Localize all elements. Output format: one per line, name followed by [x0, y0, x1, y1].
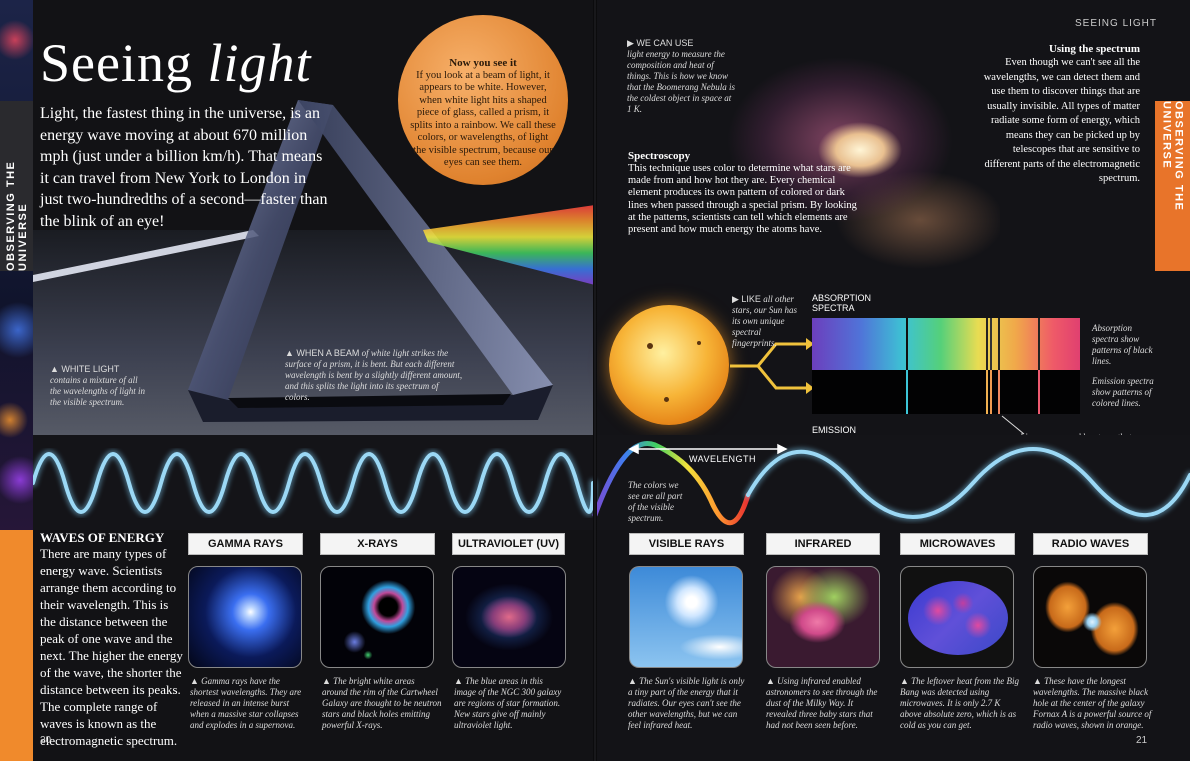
ultraviolet-ngc300-galaxy-image: [452, 566, 566, 668]
prism-illustration: [33, 100, 595, 422]
wavelength-label: WAVELENGTH: [689, 454, 757, 464]
caption-like-stars: ▶ LIKE all other stars, our Sun has its …: [732, 294, 804, 349]
now-you-see-it-heading: Now you see it: [449, 57, 517, 69]
page-gutter: [593, 0, 597, 761]
lines-note-pointer: [1001, 415, 1025, 435]
boomerang-nebula-image: [700, 0, 1000, 300]
left-chapter-tab: OBSERVING THE UNIVERSE: [0, 101, 33, 271]
spectroscopy-body: This technique uses color to determine w…: [628, 163, 857, 236]
absorption-note: Absorption spectra show patterns of blac…: [1092, 323, 1153, 366]
emission-spectrum-bar: [812, 370, 1080, 414]
caption-visible-rays: ▲ The Sun's visible light is only a tiny…: [628, 676, 745, 730]
label-x-rays: X-RAYS: [320, 533, 435, 555]
now-you-see-it-circle: Now you see it If you look at a beam of …: [398, 15, 568, 185]
absorption-spectrum-bar: [812, 318, 1080, 370]
using-spectrum-body: Even though we can't see all the wavelen…: [983, 57, 1140, 184]
using-spectrum-heading: Using the spectrum: [1048, 43, 1140, 55]
right-chapter-tab-label: OBSERVING THE UNIVERSE: [1160, 101, 1185, 212]
gamma-ray-supernova-image: [188, 566, 302, 668]
intro-text: Light, the fastest thing in the universe…: [40, 105, 328, 230]
right-page-number: 21: [1136, 735, 1148, 746]
left-page-number: 20: [40, 735, 52, 746]
waves-of-energy-heading: WAVES OF ENERGY: [40, 530, 165, 545]
waves-of-energy-body: There are many types of energy wave. Sci…: [40, 546, 183, 748]
running-head: SEEING LIGHT: [1075, 18, 1158, 29]
right-chapter-tab: OBSERVING THE UNIVERSE: [1155, 101, 1190, 271]
white-light-beam: [33, 230, 259, 282]
label-visible-rays: VISIBLE RAYS: [629, 533, 744, 555]
caption-we-can-use-text: light energy to measure the composition …: [627, 49, 735, 114]
sun-illustration: [609, 305, 729, 425]
label-microwaves: MICROWAVES: [900, 533, 1015, 555]
caption-we-can-use: ▶ WE CAN USE light energy to measure the…: [627, 38, 737, 115]
label-infrared: INFRARED: [766, 533, 880, 555]
now-you-see-it-body: If you look at a beam of light, it appea…: [410, 69, 556, 169]
caption-like-stars-text: all other stars, our Sun has its own uni…: [732, 294, 798, 348]
page-title-main: Seeing: [40, 33, 193, 93]
left-orange-bar: [0, 530, 33, 761]
colors-visible-note: The colors we see are all part of the vi…: [628, 480, 683, 523]
caption-beam: ▲ WHEN A BEAM of white light strikes the…: [285, 348, 465, 403]
label-ultraviolet: ULTRAVIOLET (UV): [452, 533, 565, 555]
label-gamma-rays: GAMMA RAYS: [188, 533, 303, 555]
caption-we-can-use-lead: ▶ WE CAN USE: [627, 38, 694, 48]
page-title-italic: light: [207, 33, 312, 93]
caption-x-rays: ▲ The bright white areas around the rim …: [322, 676, 442, 730]
microwave-big-bang-image: [900, 566, 1014, 668]
sun-to-spectra-arrows: [730, 338, 814, 394]
caption-beam-lead: ▲ WHEN A BEAM: [285, 348, 360, 358]
electromagnetic-wave: [33, 441, 1190, 526]
caption-infrared: ▲ Using infrared enabled astronomers to …: [766, 676, 878, 730]
caption-gamma-rays: ▲ Gamma rays have the shortest wavelengt…: [190, 676, 302, 730]
caption-white-light: ▲ WHITE LIGHT contains a mixture of all …: [50, 364, 145, 408]
caption-ultraviolet: ▲ The blue areas in this image of the NG…: [454, 676, 562, 730]
caption-beam-text: of white light strikes the surface of a …: [285, 348, 463, 402]
radio-fornax-a-image: [1033, 566, 1147, 668]
infrared-milky-way-image: [766, 566, 880, 668]
absorption-spectra-label: ABSORPTION SPECTRA: [812, 293, 872, 313]
visible-sun-sky-image: [629, 566, 743, 668]
label-radio-waves: RADIO WAVES: [1033, 533, 1148, 555]
rainbow-beam: [423, 205, 595, 285]
page-title: Seeing light: [40, 32, 312, 94]
caption-microwaves: ▲ The leftover heat from the Big Bang wa…: [900, 676, 1020, 730]
emission-note: Emission spectra show patterns of colore…: [1092, 376, 1154, 408]
caption-like-stars-lead: ▶ LIKE: [732, 294, 761, 304]
x-ray-cartwheel-galaxy-image: [320, 566, 434, 668]
caption-white-light-text: contains a mixture of all the wavelength…: [50, 375, 145, 407]
spectroscopy-heading: Spectroscopy: [628, 150, 691, 162]
left-chapter-tab-label: OBSERVING THE UNIVERSE: [4, 160, 29, 271]
caption-radio-waves: ▲ These have the longest wavelengths. Th…: [1033, 676, 1152, 730]
caption-white-light-lead: ▲ WHITE LIGHT: [50, 364, 120, 374]
